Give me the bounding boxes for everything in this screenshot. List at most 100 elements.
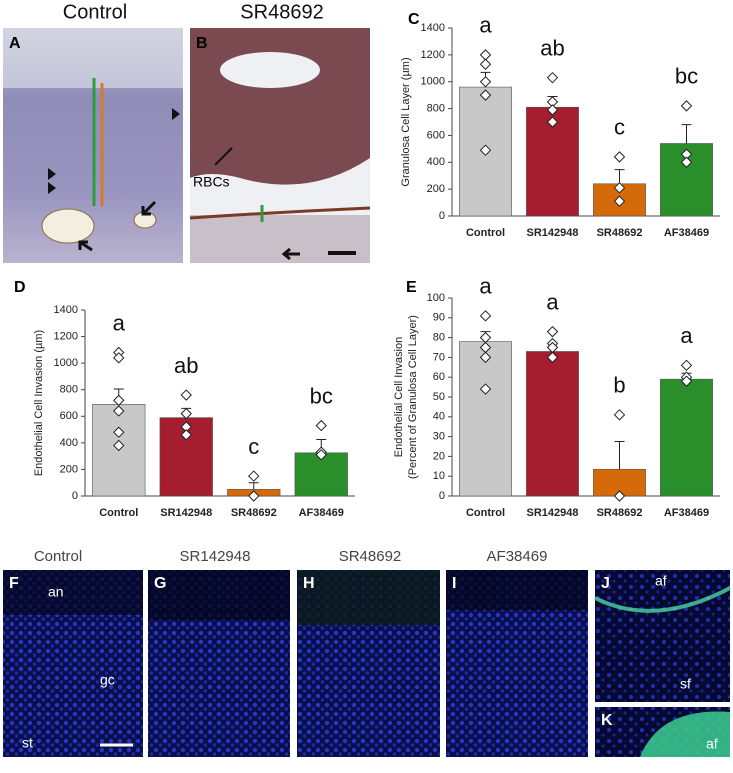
data-point <box>113 439 125 452</box>
x-tick-label: AF38469 <box>664 227 709 239</box>
rbc-region <box>190 28 370 185</box>
fluorescence-row: Control SR142948 SR48692 AF38469 F G H I… <box>3 548 731 757</box>
arrow <box>141 200 157 216</box>
error-bar <box>248 482 259 490</box>
x-tick-label: SR142948 <box>527 507 579 519</box>
annotation: st <box>22 735 33 751</box>
data-point <box>479 383 492 395</box>
column-heading: AF38469 <box>487 548 548 565</box>
lumen <box>220 52 320 88</box>
bar <box>459 341 512 497</box>
y-tick-label: 1200 <box>421 49 445 61</box>
antrum <box>297 570 440 625</box>
pointer <box>214 147 233 166</box>
data-point <box>680 375 693 387</box>
bar <box>660 378 713 497</box>
annotation: sf <box>680 676 691 692</box>
y-tick-label: 1200 <box>54 330 78 342</box>
data-point <box>248 490 260 502</box>
significance-letter: ab <box>540 35 564 60</box>
y-tick-label: 10 <box>433 470 445 482</box>
y-axis-label: (Percent of Granulosa Cell Layer) <box>407 315 419 479</box>
panel-letter: K <box>601 712 613 729</box>
column-heading: SR48692 <box>339 548 402 565</box>
data-point <box>479 351 492 364</box>
y-tick-label: 200 <box>60 463 78 475</box>
data-point <box>546 71 559 84</box>
micrograph-b: B SR48692 RBCs <box>189 1 371 263</box>
data-point <box>680 359 693 372</box>
annotation: an <box>48 584 64 600</box>
y-tick-label: 90 <box>433 312 445 324</box>
y-tick-label: 30 <box>433 431 445 443</box>
data-point <box>479 89 492 101</box>
tissue-region <box>190 215 370 263</box>
y-tick-label: 1000 <box>54 357 78 369</box>
data-point <box>546 104 559 116</box>
significance-letter: a <box>479 13 492 38</box>
y-axis-label: Endothelial Cell Invasion <box>393 337 405 457</box>
data-point <box>180 429 192 441</box>
data-point <box>479 331 492 344</box>
significance-letter: ab <box>174 353 198 378</box>
x-tick-label: Control <box>99 507 138 519</box>
y-tick-label: 1400 <box>54 304 78 316</box>
signal <box>640 711 730 757</box>
data-point <box>180 389 192 401</box>
fluorescence-image <box>595 570 730 702</box>
panel-letter: D <box>14 279 26 296</box>
x-tick-label: Control <box>466 507 505 519</box>
data-point <box>613 490 626 502</box>
significance-letter: bc <box>675 64 698 89</box>
x-tick-label: SR48692 <box>597 227 643 239</box>
data-point <box>546 325 559 338</box>
error-bar <box>614 169 625 184</box>
data-point <box>479 49 492 61</box>
error-bar <box>681 124 692 144</box>
micrograph-a: A Control <box>3 1 183 263</box>
error-bar <box>614 441 625 470</box>
y-tick-label: 0 <box>72 490 78 502</box>
data-point <box>113 352 125 364</box>
data-point <box>546 116 559 128</box>
x-tick-label: SR142948 <box>527 227 579 239</box>
annotation: af <box>706 736 718 752</box>
panel-letter: A <box>9 35 21 52</box>
panel-letter: J <box>601 575 610 592</box>
data-point <box>113 405 125 417</box>
data-point <box>113 426 125 438</box>
significance-letter: b <box>613 373 625 398</box>
antrum <box>446 570 588 610</box>
panel-letter: B <box>196 35 208 52</box>
y-tick-label: 0 <box>439 490 445 502</box>
data-point <box>613 195 626 207</box>
y-tick-label: 1000 <box>421 76 445 88</box>
y-tick-label: 70 <box>433 351 445 363</box>
y-tick-label: 600 <box>60 410 78 422</box>
data-point <box>113 394 125 407</box>
y-tick-label: 400 <box>427 156 445 168</box>
annotation: af <box>655 573 667 589</box>
significance-letter: a <box>479 274 492 299</box>
data-point <box>479 76 492 88</box>
y-tick-label: 1400 <box>421 22 445 34</box>
data-point <box>613 151 626 163</box>
panel-letter: C <box>408 11 420 28</box>
y-tick-label: 800 <box>427 102 445 114</box>
significance-letter: a <box>113 310 126 335</box>
signal <box>594 586 731 613</box>
y-tick-label: 200 <box>427 183 445 195</box>
significance-letter: bc <box>310 383 333 408</box>
x-tick-label: SR48692 <box>597 507 643 519</box>
vessel <box>41 208 95 244</box>
y-tick-label: 600 <box>427 129 445 141</box>
y-tick-label: 60 <box>433 371 445 383</box>
data-point <box>180 407 192 420</box>
column-heading: Control <box>34 548 82 565</box>
data-point <box>248 470 260 482</box>
arrow <box>281 247 300 261</box>
column-heading: SR142948 <box>180 548 251 565</box>
data-point <box>479 310 492 322</box>
y-tick-label: 0 <box>439 210 445 222</box>
